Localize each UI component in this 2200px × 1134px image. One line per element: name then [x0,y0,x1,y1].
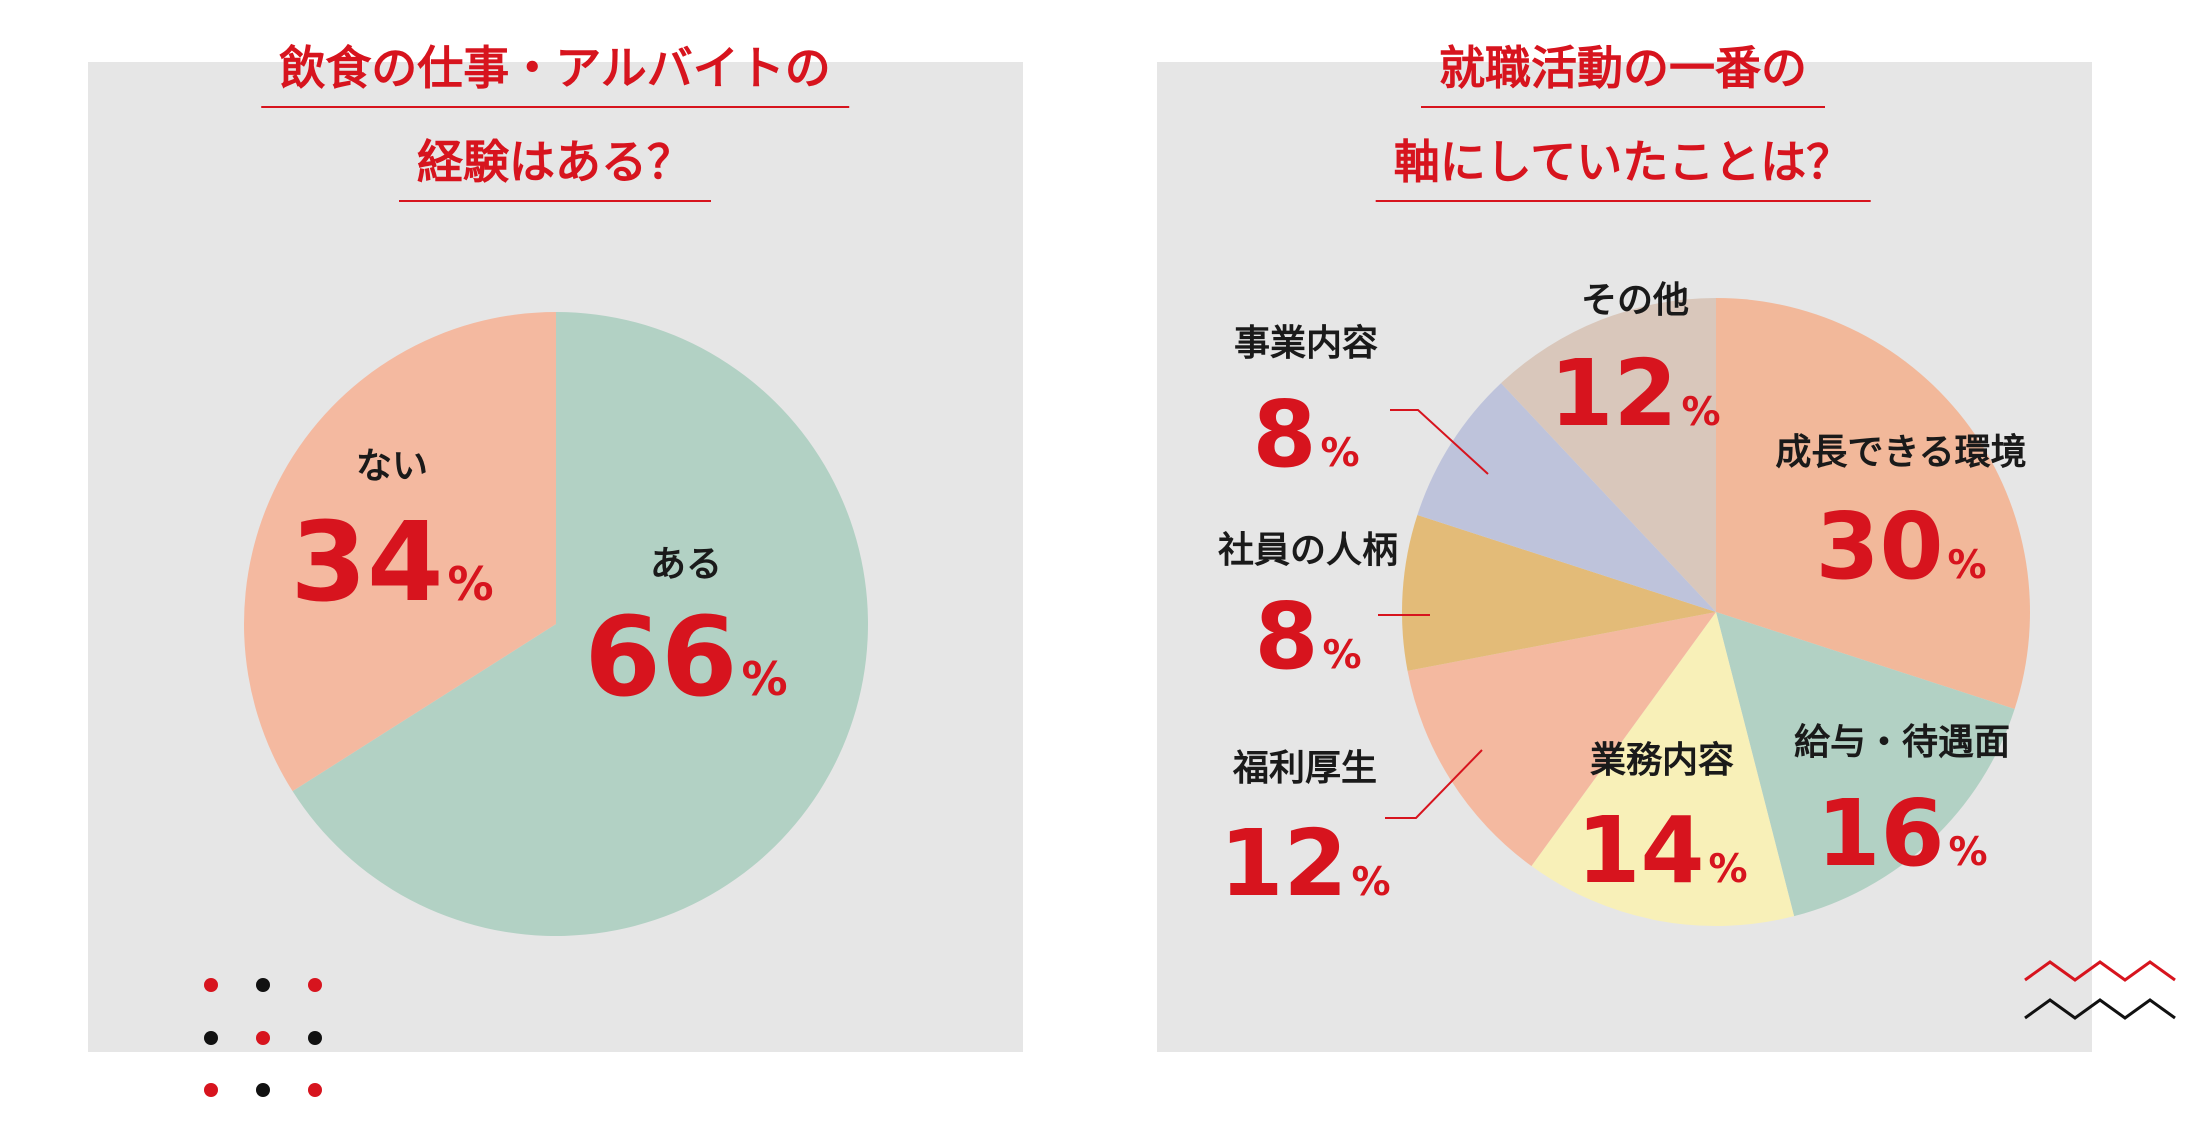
pie-slice-2 [1531,612,1795,927]
slice-value-0: 66% [584,593,787,721]
slice-value-3: 12% [1219,810,1390,917]
slice-value-1: 16% [1816,780,1987,887]
slice-value-number: 8 [1252,381,1316,488]
decorative-zigzag-black [2024,998,2176,1020]
slice-value-unit: % [1320,431,1359,476]
left-title-text-2: 経験はある？ [399,132,711,202]
slice-value-number: 34 [290,498,443,626]
slice-value-5: 8% [1252,381,1359,488]
slice-value-unit: % [1948,830,1987,875]
decor-dot [308,1083,322,1097]
slice-value-1: 34% [290,498,493,626]
leader-line-fukuri [1385,749,1483,819]
slice-label-1: ない [356,446,428,487]
pie-slice-4 [1401,514,1716,671]
left-pie-chart [243,312,868,936]
decor-dot [308,1031,322,1045]
pie-slice-6 [1501,298,1716,612]
slice-value-number: 12 [1549,340,1677,447]
pie-slice-1 [1716,612,2015,917]
pie-slice-3 [1407,612,1716,867]
slice-value-unit: % [741,652,787,706]
slice-labels: ある 66% ない 34% 成長できる環境 30 % 給与・待遇面 16 % 業務内容 14 % 福利厚生… [290,280,2026,917]
slice-value-6: 12% [1549,340,1720,447]
right-pie-chart [1401,298,2030,927]
slice-label-5: 事業内容 [1234,323,1378,364]
decor-dot [256,1031,270,1045]
pie-slice-5 [1417,383,1716,612]
right-title-text-1: 就職活動の一番の [1421,38,1825,108]
pie-slice-0 [1716,298,2030,710]
slice-value-unit: % [1351,860,1390,905]
right-chart-title-line-2: 軸にしていたことは？ [1375,132,1871,202]
slice-value-number: 12 [1219,810,1347,917]
left-title-text-1: 飲食の仕事・アルバイトの [261,38,849,108]
pie-slice-1 [243,312,556,792]
left-chart-title-line-1: 飲食の仕事・アルバイトの [261,38,849,108]
pie-slice-0 [292,312,868,936]
slice-label-0: ある [650,544,722,585]
slice-label-3: 福利厚生 [1232,748,1377,789]
slice-label-1: 給与・待遇面 [1794,722,2010,763]
slice-value-number: 14 [1576,797,1704,904]
slice-value-0: 30% [1815,493,1986,600]
right-title-text-2: 軸にしていたことは？ [1375,132,1871,202]
slice-value-unit: % [1947,543,1986,588]
slice-label-0: 成長できる環境 [1775,432,2026,473]
slice-value-unit: % [1708,847,1747,892]
slice-value-unit: % [1681,390,1720,435]
decor-dot [256,978,270,992]
slice-value-number: 30 [1815,493,1943,600]
slice-label-6: その他 [1581,280,1689,321]
slice-label-2: 業務内容 [1590,740,1734,781]
left-chart-title-line-2: 経験はある？ [399,132,711,202]
decor-dot [308,978,322,992]
slice-value-4: 8% [1254,583,1361,690]
leader-lines [1378,409,1489,819]
decorative-dot-grid [204,978,322,1097]
decor-dot [204,978,218,992]
slice-value-unit: % [1322,633,1361,678]
slice-value-unit: % [447,557,493,611]
slice-value-2: 14% [1576,797,1747,904]
slice-value-number: 16 [1816,780,1944,887]
right-chart-title-line-1: 就職活動の一番の [1421,38,1825,108]
leader-line-jigyo [1390,409,1489,475]
decorative-zigzag-red [2024,960,2176,982]
slice-value-number: 8 [1254,583,1318,690]
slice-value-number: 66 [584,593,737,721]
slice-label-4: 社員の人柄 [1218,530,1398,571]
decor-dot [204,1083,218,1097]
decor-dot [256,1083,270,1097]
decor-dot [204,1031,218,1045]
